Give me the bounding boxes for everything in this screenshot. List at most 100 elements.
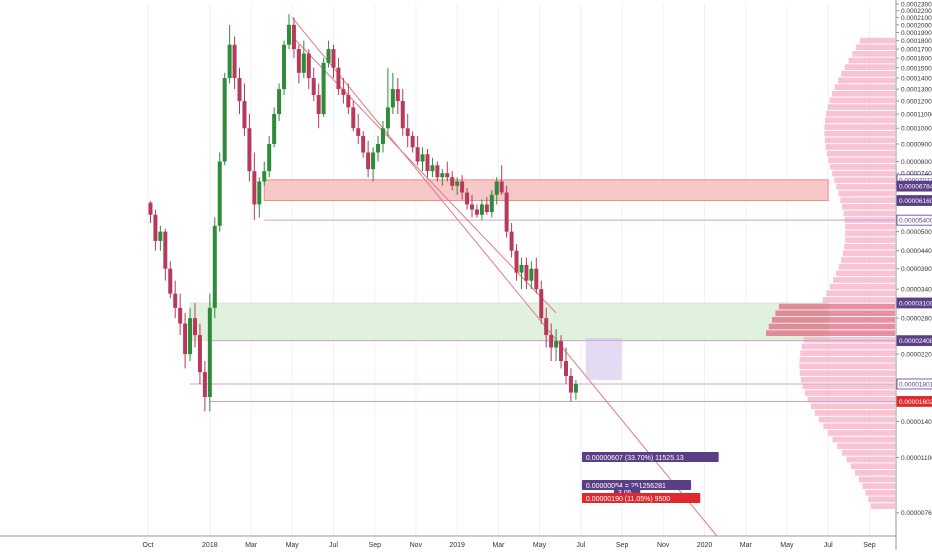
volume-profile-row (845, 237, 895, 243)
volume-profile-row (778, 303, 895, 310)
candle-body (524, 264, 529, 281)
candle-body (192, 318, 197, 336)
volume-profile-row (856, 44, 895, 51)
volume-profile-row (854, 470, 895, 476)
candle-body (262, 171, 267, 182)
y-tick-label: 0.00014000 (901, 76, 932, 83)
volume-profile-row (828, 157, 895, 164)
volume-profile-row (823, 423, 895, 430)
volume-profile-row (848, 57, 895, 64)
candle-body (326, 49, 331, 63)
candle-body (435, 165, 440, 178)
candle-body (311, 78, 316, 95)
grid (147, 4, 870, 536)
candle-body (331, 49, 336, 68)
volume-profile-row (814, 410, 895, 416)
candle-body (474, 209, 479, 215)
candle-body (291, 24, 296, 50)
candle-body (400, 101, 405, 129)
volume-profile-row (766, 330, 895, 336)
y-tick-label: 0.00005000 (901, 229, 932, 236)
candle-body (212, 225, 217, 308)
volume-profile-row (846, 456, 895, 463)
candle-body (519, 264, 524, 273)
volume-profile-row (845, 223, 895, 230)
trendline-0 (291, 17, 718, 537)
candle-body (301, 53, 306, 73)
volume-profile-row (844, 64, 895, 70)
candle-body (430, 165, 435, 172)
volume-profile-row (844, 243, 895, 250)
volume-profile-row (824, 124, 895, 130)
y-tick-label: 0.00008000 (901, 159, 932, 166)
y-tick-label: 0.00017000 (901, 47, 932, 54)
volume-profile (766, 37, 895, 509)
candle-body (148, 202, 153, 215)
candle-body (153, 214, 158, 241)
candle-body (227, 44, 232, 79)
candle-body (415, 147, 420, 162)
y-tick-label: 0.00023000 (901, 2, 932, 9)
candle-body (494, 181, 499, 195)
x-tick-label: Jul (329, 542, 338, 549)
candle-body (420, 154, 425, 162)
x-tick-label: Mar (740, 542, 753, 549)
volume-profile-row (845, 230, 895, 237)
volume-profile-row (841, 257, 895, 263)
y-axis: 0.000230000.000220000.000210000.00020000… (895, 0, 932, 550)
price-label-2: 0.00006160 (899, 198, 932, 205)
x-tick-label: Nov (657, 542, 670, 549)
x-tick-label: 2020 (697, 542, 713, 549)
candle-body (504, 192, 509, 232)
candle-body (237, 78, 242, 102)
candle-body (207, 307, 212, 398)
volume-profile-row (826, 110, 895, 117)
price-label-5: 0.00002408 (899, 338, 932, 345)
volume-profile-row (799, 363, 895, 370)
volume-profile-row (801, 343, 895, 350)
candle-body (163, 231, 168, 269)
x-tick-label: Mar (245, 542, 258, 549)
price-label-box-7 (896, 396, 932, 407)
y-tick-label: 0.00013000 (901, 87, 932, 94)
candle-body (217, 161, 222, 226)
candle-body (366, 152, 371, 170)
x-tick-label: Sep (369, 542, 382, 549)
candle-body (356, 128, 361, 136)
candle-body (346, 94, 351, 108)
candle-body (306, 53, 311, 79)
candle-body (450, 177, 455, 186)
volume-profile-row (859, 37, 895, 44)
volume-profile-row (840, 197, 895, 203)
price-label-6: 0.00001801 (899, 381, 932, 388)
volume-profile-row (827, 104, 895, 110)
candle-body (351, 107, 356, 129)
candle-body (455, 181, 460, 186)
measure-area (585, 338, 622, 380)
y-tick-label: 0.00021000 (901, 15, 932, 22)
measure-label-box-0 (581, 452, 719, 462)
volume-profile-row (830, 164, 895, 170)
volume-profile-row (826, 150, 895, 157)
trendlines (291, 17, 718, 537)
y-tick-label: 0.00019000 (901, 30, 932, 37)
candle-body (247, 128, 252, 172)
volume-profile-row (870, 503, 895, 509)
y-tick-label: 0.00003900 (901, 266, 932, 273)
volume-profile-row (838, 263, 895, 270)
price-label-box-4 (896, 297, 932, 309)
price-label-3: 0.00005400 (899, 218, 932, 225)
x-tick-label: Nov (410, 542, 423, 549)
price-label-box-1 (896, 180, 932, 192)
volume-profile-row (836, 184, 895, 190)
volume-profile-row (836, 270, 895, 277)
y-tick-label: 0.00002200 (901, 352, 932, 359)
x-tick-label: May (286, 542, 300, 549)
x-tick-label: Mar (492, 542, 505, 549)
volume-profile-row (803, 337, 895, 343)
volume-profile-row (824, 117, 895, 124)
volume-profile-row (862, 483, 895, 489)
volume-profile-row (832, 436, 895, 443)
y-tick-label: 0.00003400 (901, 287, 932, 294)
